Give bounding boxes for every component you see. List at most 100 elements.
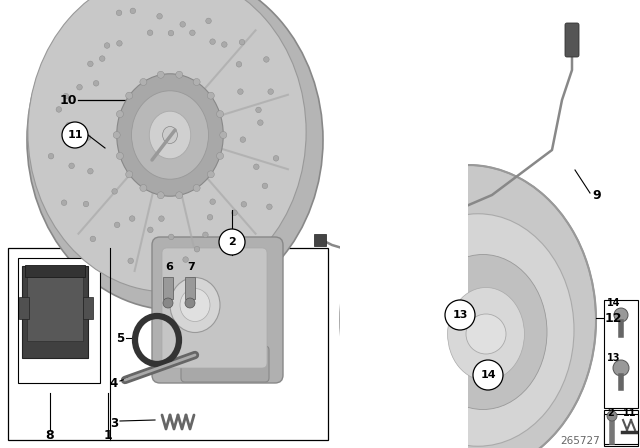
Circle shape (176, 71, 183, 78)
Circle shape (216, 111, 223, 117)
Circle shape (176, 192, 183, 199)
Circle shape (232, 210, 237, 215)
Text: 11: 11 (67, 130, 83, 140)
Circle shape (116, 10, 122, 16)
FancyBboxPatch shape (604, 410, 638, 446)
Circle shape (219, 229, 245, 255)
FancyBboxPatch shape (162, 248, 267, 368)
FancyBboxPatch shape (19, 297, 29, 319)
Circle shape (168, 30, 174, 36)
Circle shape (210, 199, 216, 204)
Circle shape (99, 56, 105, 61)
Text: 10: 10 (60, 94, 77, 107)
Circle shape (205, 18, 211, 24)
Circle shape (113, 132, 120, 138)
Ellipse shape (149, 111, 191, 159)
FancyBboxPatch shape (83, 297, 93, 319)
Circle shape (130, 8, 136, 14)
Circle shape (614, 308, 628, 322)
Circle shape (262, 183, 268, 189)
Text: 2: 2 (607, 408, 614, 418)
Circle shape (69, 163, 74, 168)
FancyBboxPatch shape (25, 265, 85, 277)
Circle shape (193, 185, 200, 191)
Circle shape (445, 300, 475, 330)
Circle shape (207, 171, 214, 178)
Text: 12: 12 (605, 311, 623, 324)
FancyBboxPatch shape (152, 237, 283, 383)
Circle shape (128, 258, 134, 263)
Circle shape (125, 171, 132, 178)
Circle shape (66, 122, 72, 128)
Circle shape (268, 89, 273, 95)
Ellipse shape (116, 74, 223, 196)
Circle shape (240, 137, 246, 142)
Ellipse shape (28, 0, 306, 292)
FancyBboxPatch shape (604, 414, 638, 444)
Circle shape (104, 43, 110, 48)
Circle shape (207, 92, 214, 99)
Circle shape (180, 22, 186, 27)
Circle shape (239, 39, 245, 45)
FancyBboxPatch shape (314, 234, 326, 246)
Circle shape (129, 216, 135, 221)
Ellipse shape (163, 126, 177, 143)
FancyBboxPatch shape (27, 273, 83, 341)
Circle shape (88, 61, 93, 67)
Circle shape (241, 202, 246, 207)
Circle shape (48, 153, 54, 159)
Circle shape (221, 42, 227, 47)
Circle shape (93, 81, 99, 86)
FancyBboxPatch shape (604, 300, 638, 408)
Circle shape (216, 152, 223, 159)
Text: 1: 1 (104, 428, 113, 441)
Text: 11: 11 (623, 408, 637, 418)
Circle shape (115, 222, 120, 228)
Circle shape (207, 215, 213, 220)
Text: 7: 7 (187, 262, 195, 272)
Text: 5: 5 (116, 332, 124, 345)
Text: 265727: 265727 (560, 436, 600, 446)
FancyBboxPatch shape (22, 266, 88, 358)
Circle shape (473, 360, 503, 390)
Text: 13: 13 (452, 310, 468, 320)
Circle shape (157, 71, 164, 78)
FancyBboxPatch shape (8, 248, 328, 440)
Text: 4: 4 (109, 376, 118, 389)
Text: 13: 13 (607, 353, 621, 363)
Circle shape (140, 185, 147, 191)
Circle shape (210, 39, 216, 44)
Circle shape (189, 30, 195, 35)
Ellipse shape (340, 165, 596, 448)
Circle shape (116, 111, 124, 117)
Circle shape (267, 204, 272, 210)
Text: 14: 14 (480, 370, 496, 380)
Circle shape (90, 236, 96, 242)
Circle shape (147, 30, 153, 35)
FancyBboxPatch shape (181, 346, 269, 382)
Polygon shape (340, 145, 463, 448)
Circle shape (116, 41, 122, 46)
Circle shape (157, 192, 164, 199)
Circle shape (140, 78, 147, 86)
Text: 2: 2 (228, 237, 236, 247)
Text: 6: 6 (165, 262, 173, 272)
Circle shape (613, 360, 629, 376)
Ellipse shape (180, 289, 210, 322)
Text: 9: 9 (592, 189, 600, 202)
Ellipse shape (382, 214, 574, 446)
Circle shape (85, 135, 91, 140)
Ellipse shape (170, 277, 220, 332)
Text: 3: 3 (110, 417, 118, 430)
Circle shape (61, 200, 67, 206)
FancyBboxPatch shape (163, 277, 173, 299)
Polygon shape (340, 145, 468, 448)
Circle shape (253, 164, 259, 170)
Circle shape (77, 84, 83, 90)
Circle shape (466, 314, 506, 354)
Circle shape (157, 13, 163, 19)
Circle shape (148, 227, 153, 233)
Circle shape (56, 107, 61, 112)
Circle shape (183, 257, 188, 263)
Ellipse shape (27, 0, 323, 310)
